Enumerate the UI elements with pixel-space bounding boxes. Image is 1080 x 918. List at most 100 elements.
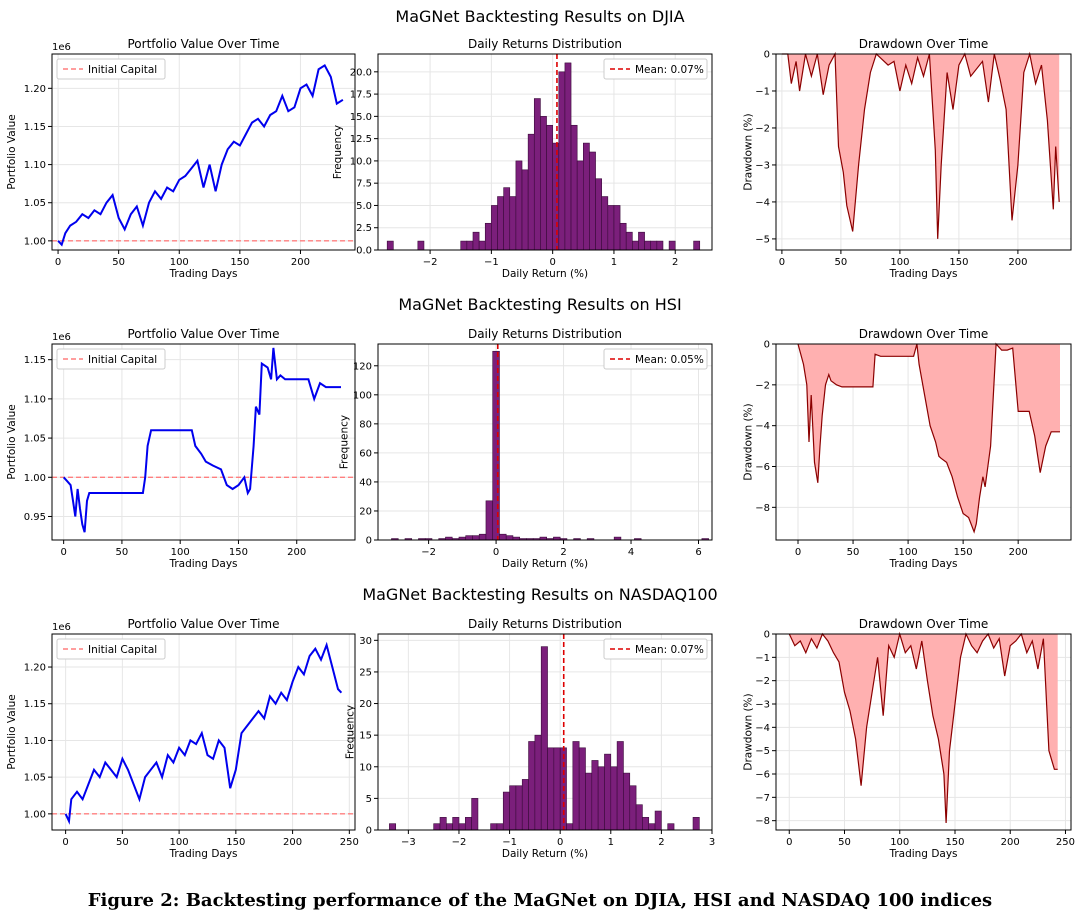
panel-title: Portfolio Value Over Time [128,327,280,341]
legend-box [603,348,708,370]
y-tick-label: 1.15 [24,699,46,710]
x-tick-label: 50 [847,547,860,558]
x-tick-label: 2 [658,837,664,848]
x-tick-label: 200 [283,837,302,848]
histogram-bar [528,741,536,831]
x-tick-label: 0 [493,547,499,558]
histogram-bar [625,231,633,251]
panel-title: Portfolio Value Over Time [128,617,280,631]
x-tick-label: 50 [835,257,848,268]
drawdown-line [781,51,1060,239]
y-tick-label: 10 [359,762,372,773]
y-tick-label: 20 [359,506,372,517]
histogram-bar [601,196,609,251]
axes-group: 0 50 100 150 200 1.00 1.05 1.10 1.15 1.20 Trading … [6,37,356,280]
drawdown-area [789,634,1058,823]
y-tick-label: 17.5 [350,90,372,101]
x-tick-label: 50 [112,257,125,268]
histogram-bar [642,817,650,831]
y-tick-label: 1.00 [24,473,46,484]
histogram-bar [604,753,612,831]
legend: Mean: 0.07% [603,58,708,80]
histogram-bar [521,169,529,251]
histogram-bar [509,785,517,831]
legend-box [56,638,166,660]
axes-frame [377,53,713,251]
legend-box [56,58,166,80]
y-tick-label: 0 [764,340,770,351]
y-tick-label: 1.05 [24,773,46,784]
x-tick-label: 100 [890,837,909,848]
y-tick-label: 120 [353,361,372,372]
x-tick-label: 0 [549,257,555,268]
axes-group: 0 50 100 150 200 250 1.00 1.05 1.10 1.15 1.20 Tradi… [6,617,359,860]
histogram-bar [547,747,555,831]
histogram-bar [564,62,572,251]
x-tick-label: 0 [60,547,66,558]
histogram-bar [616,741,624,831]
y-axis-label: Frequency [332,125,344,179]
histogram-bar [509,196,517,251]
x-tick-label: 1 [608,837,614,848]
x-tick-label: 0 [786,837,792,848]
y-tick-label: −4 [755,723,770,734]
histogram-bar [692,817,700,831]
x-tick-label: 150 [949,257,968,268]
legend-box [603,638,708,660]
histogram-bar [623,772,631,831]
y-tick-label: −8 [755,503,770,514]
y-tick-label: 20 [359,699,372,710]
y-tick-label: 12.5 [350,134,372,145]
x-axis-label: Trading Days [888,268,957,280]
y-axis-label: Portfolio Value [6,694,18,769]
axes-group: 0 50 100 150 200 250 0 −1 −2 −3 −4 −5 −6 −7 −8 Trading … [743,617,1075,860]
y-tick-label: 60 [359,448,372,459]
y-tick-label: −8 [755,816,770,827]
axis-offset-label: 1e6 [52,332,71,343]
y-tick-label: −3 [755,160,770,171]
histogram-bar [595,178,602,251]
histogram-bar [546,124,553,251]
y-tick-label: 1.15 [24,355,46,366]
x-axis-label: Trading Days [168,848,237,860]
histogram-bar [534,734,542,831]
legend: Mean: 0.07% [603,638,708,660]
x-tick-label: 100 [899,547,918,558]
histogram-bar [515,785,523,831]
histogram-bar [389,823,397,831]
histogram-bar [597,766,605,831]
histogram-bar [619,222,627,251]
x-tick-label: 200 [1001,837,1020,848]
histogram-bar [485,500,494,541]
x-tick-label: 250 [1056,837,1075,848]
x-axis-label: Daily Return (%) [502,558,588,570]
y-tick-label: 25 [359,667,372,678]
histogram-bar [484,222,492,251]
y-tick-label: 30 [359,636,372,647]
x-axis-label: Daily Return (%) [502,268,588,280]
y-tick-label: 1.15 [24,122,46,133]
x-axis-label: Trading Days [168,268,237,280]
histogram-bar [433,823,441,831]
axes-group: 0 50 100 150 200 0.95 1.00 1.05 1.10 1.15 Trading … [6,327,356,570]
x-axis-label: Trading Days [888,848,957,860]
axes-frame [775,343,1072,541]
y-tick-label: 1.10 [24,736,46,747]
portfolio-value-series [62,347,341,533]
x-tick-label: −2 [421,547,436,558]
legend-label: Initial Capital [88,644,157,656]
histogram-bar [533,98,541,251]
x-tick-label: 50 [116,837,129,848]
histogram-bar [439,817,447,831]
y-tick-label: 0.95 [24,512,46,523]
y-tick-label: 40 [359,477,372,488]
y-tick-label: −5 [755,746,770,757]
row-title: MaGNet Backtesting Results on NASDAQ100 [362,585,717,604]
panel-title: Daily Returns Distribution [468,327,622,341]
histogram-bar [497,196,504,251]
x-tick-label: 50 [838,837,851,848]
histogram-bar [635,804,643,831]
portfolio-value-series [57,63,344,247]
histogram-bar [496,823,504,831]
